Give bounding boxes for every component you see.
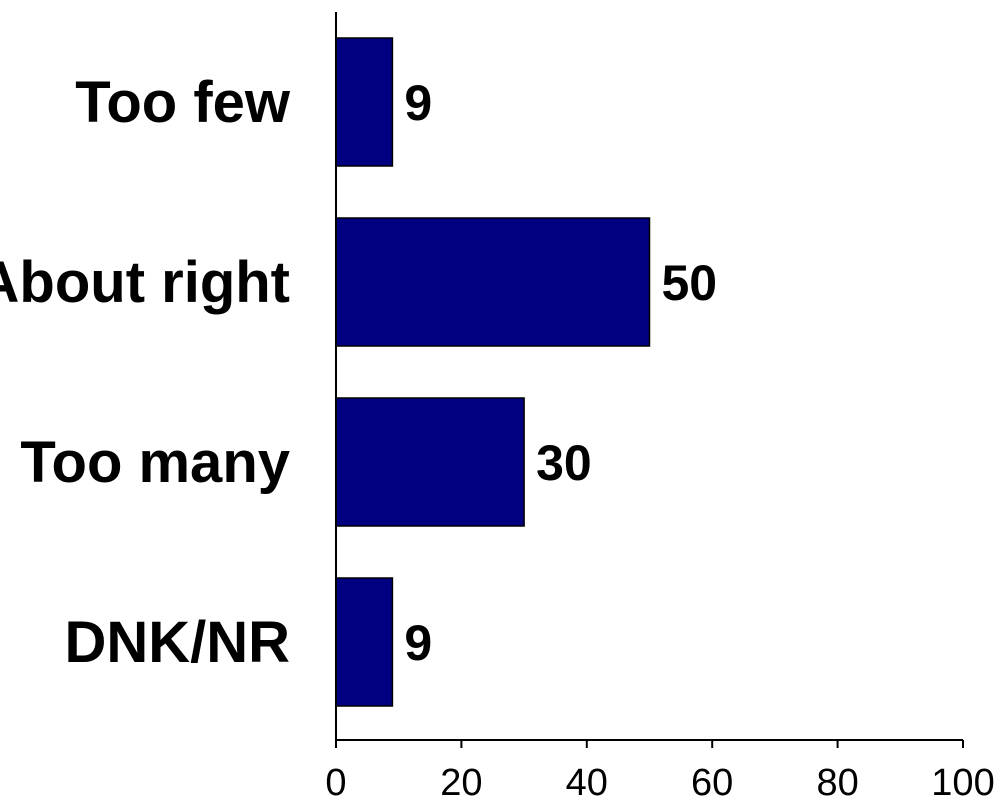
- category-label-1: About right: [0, 250, 290, 315]
- x-tick-label-2: 40: [566, 762, 608, 800]
- bars: [335, 37, 651, 707]
- value-label-0: 9: [404, 75, 432, 131]
- value-label-2: 30: [536, 435, 592, 491]
- x-tick-label-5: 100: [931, 762, 994, 800]
- category-labels: Too few About right Too many DNK/NR: [0, 70, 291, 675]
- x-tick-label-3: 60: [691, 762, 733, 800]
- category-label-3: DNK/NR: [64, 610, 290, 675]
- category-label-2: Too many: [20, 430, 290, 495]
- x-axis-ticks: 0 20 40 60 80 100: [325, 740, 995, 800]
- value-label-1: 50: [662, 255, 718, 311]
- value-labels: 9 50 30 9: [404, 75, 717, 671]
- bar-2: [335, 397, 525, 527]
- x-tick-label-4: 80: [816, 762, 858, 800]
- x-tick-label-0: 0: [325, 762, 346, 800]
- bar-3: [335, 577, 394, 707]
- bar-0: [335, 37, 394, 167]
- x-tick-label-1: 20: [440, 762, 482, 800]
- bar-1: [335, 217, 651, 347]
- value-label-3: 9: [404, 615, 432, 671]
- category-label-0: Too few: [75, 70, 291, 135]
